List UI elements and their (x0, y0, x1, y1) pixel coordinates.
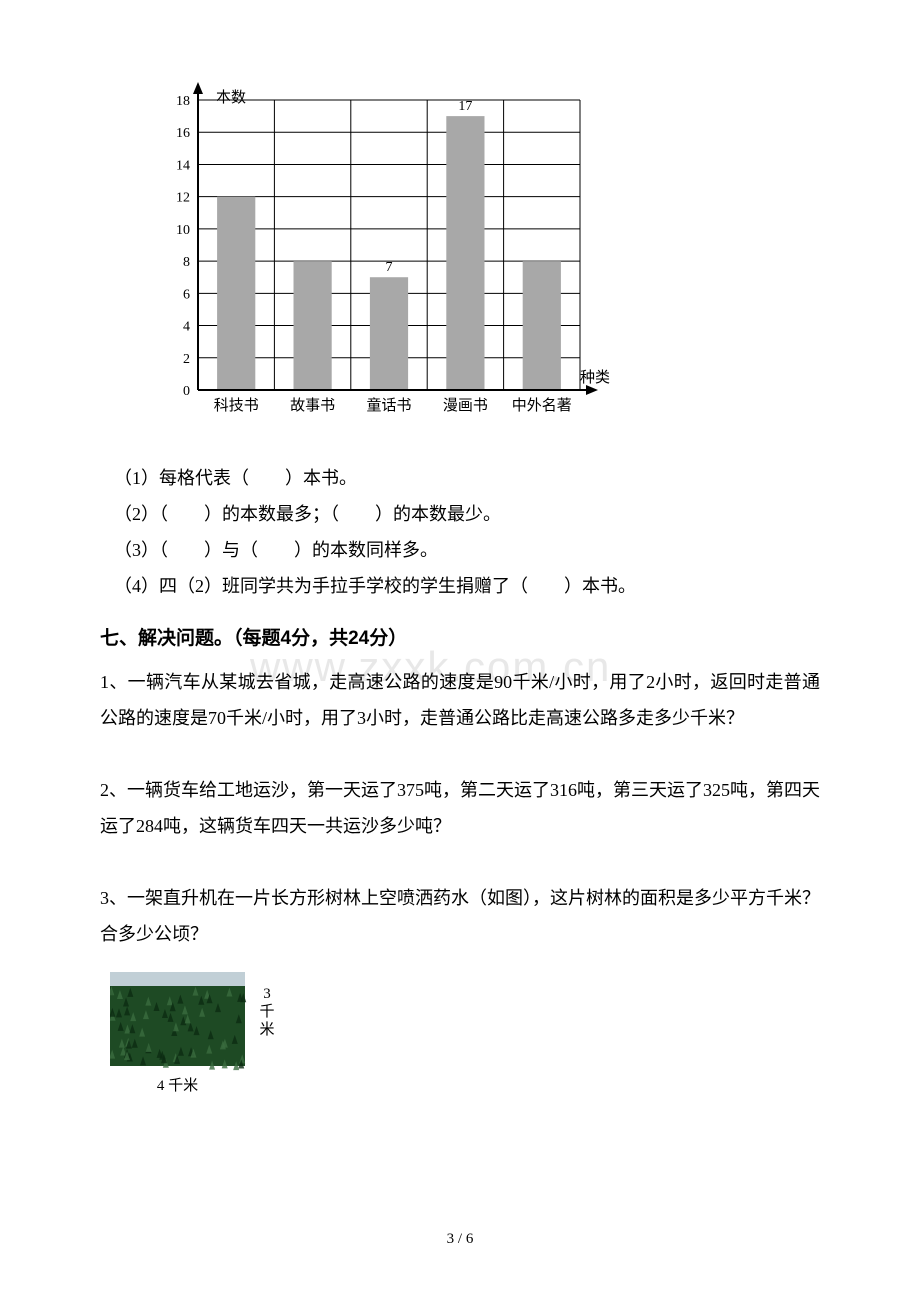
svg-text:3: 3 (263, 986, 271, 1002)
svg-text:4: 4 (183, 320, 190, 335)
section-7-heading: 七、解决问题。（每题4分，共24分） (100, 620, 820, 658)
svg-text:6: 6 (183, 287, 190, 302)
spacer (100, 844, 820, 880)
spacer (100, 736, 820, 772)
svg-text:本数: 本数 (216, 89, 246, 106)
forest-illustration: 3千米 4 千米 (110, 972, 310, 1112)
svg-text:童话书: 童话书 (366, 396, 411, 414)
svg-text:千: 千 (259, 1003, 274, 1020)
svg-text:中外名著: 中外名著 (512, 397, 572, 414)
spacer (100, 952, 820, 962)
svg-text:10: 10 (176, 223, 190, 238)
problem-1: 1、一辆汽车从某城去省城，走高速公路的速度是90千米/小时，用了2小时，返回时走… (100, 664, 820, 736)
svg-text:科技书: 科技书 (214, 397, 259, 414)
forest-figure: 3千米 4 千米 (110, 972, 820, 1124)
chart-q3: （3）（ ）与（ ）的本数同样多。 (114, 532, 820, 568)
chart-q2: （2）（ ）的本数最多；（ ）的本数最少。 (114, 496, 820, 532)
problem-3: 3、一架直升机在一片长方形树林上空喷洒药水（如图），这片树林的面积是多少平方千米… (100, 880, 820, 952)
svg-text:故事书: 故事书 (290, 397, 335, 414)
chart-q1: （1）每格代表（ ）本书。 (114, 460, 820, 496)
page-number: 3 / 6 (0, 1224, 920, 1254)
svg-text:18: 18 (176, 94, 190, 109)
svg-text:4 千米: 4 千米 (157, 1077, 198, 1094)
svg-text:14: 14 (176, 158, 190, 173)
svg-text:种类: 种类 (580, 369, 610, 386)
page-content: 0 2 4 6 8 10 12 14 16 18 科技书 故事书 7 童话书 17 漫画书 中外名著 本数种类 （… (0, 0, 920, 1164)
svg-text:漫画书: 漫画书 (443, 397, 488, 414)
svg-text:0: 0 (183, 384, 190, 399)
book-donation-chart: 0 2 4 6 8 10 12 14 16 18 科技书 故事书 7 童话书 17 漫画书 中外名著 本数种类 (140, 80, 820, 442)
bar-chart-svg: 0 2 4 6 8 10 12 14 16 18 科技书 故事书 7 童话书 17 漫画书 中外名著 本数种类 (140, 80, 610, 430)
svg-text:12: 12 (176, 191, 190, 206)
svg-text:17: 17 (458, 99, 472, 114)
problem-2: 2、一辆货车给工地运沙，第一天运了375吨，第二天运了316吨，第三天运了325… (100, 772, 820, 844)
svg-text:16: 16 (176, 126, 190, 141)
svg-text:2: 2 (183, 352, 190, 367)
svg-text:米: 米 (259, 1021, 274, 1038)
svg-text:7: 7 (386, 260, 393, 275)
chart-q4: （4）四（2）班同学共为手拉手学校的学生捐赠了（ ）本书。 (114, 568, 820, 604)
svg-text:8: 8 (183, 255, 190, 270)
